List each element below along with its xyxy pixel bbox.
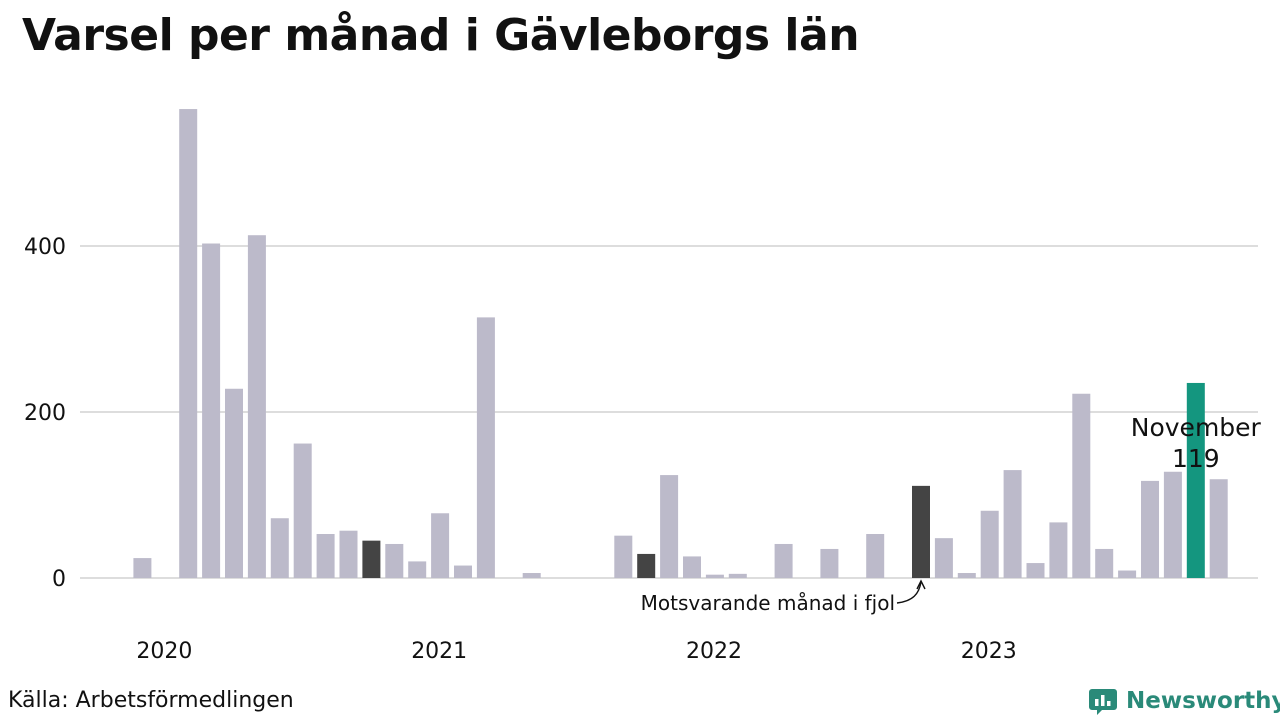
bar-2022-05 bbox=[774, 543, 793, 578]
bar-2023-02 bbox=[980, 510, 999, 578]
bar-2023-10 bbox=[1163, 471, 1182, 578]
bar-2023-06 bbox=[1072, 393, 1091, 578]
comparison-arrow bbox=[896, 581, 922, 604]
bar-2023-08 bbox=[1118, 570, 1137, 578]
x-tick-label-2020: 2020 bbox=[136, 639, 192, 664]
newsworthy-logo-icon bbox=[1089, 689, 1117, 715]
y-tick-label: 400 bbox=[24, 235, 66, 260]
bar-2023-11 bbox=[1186, 382, 1205, 578]
bar-2020-03 bbox=[179, 109, 198, 579]
bar-2023-01 bbox=[957, 573, 976, 578]
comparison-arrowhead bbox=[916, 579, 926, 590]
bar-2023-09 bbox=[1141, 480, 1159, 578]
bar-2020-09 bbox=[316, 534, 335, 578]
bar-2021-02 bbox=[431, 513, 450, 578]
bar-2020-07 bbox=[270, 518, 289, 578]
x-tick-label-2023: 2023 bbox=[961, 639, 1017, 664]
bar-2020-05 bbox=[225, 388, 243, 578]
bar-2021-10 bbox=[614, 535, 633, 578]
bar-undefined bbox=[1209, 479, 1228, 578]
bar-2020-01 bbox=[133, 558, 152, 578]
x-tick-label-2022: 2022 bbox=[686, 639, 742, 664]
bar-2022-12 bbox=[934, 538, 953, 578]
y-tick-label: 200 bbox=[24, 401, 66, 426]
bar-2022-11 bbox=[912, 485, 930, 578]
bar-2022-01 bbox=[683, 556, 701, 578]
bar-2021-04 bbox=[476, 317, 495, 578]
bar-2021-03 bbox=[454, 565, 472, 578]
bar-2020-06 bbox=[247, 235, 266, 578]
newsworthy-brand: Newsworthy bbox=[1088, 684, 1280, 718]
x-tick-label-2021: 2021 bbox=[411, 639, 467, 664]
bar-2020-12 bbox=[385, 543, 404, 578]
brand-name: Newsworthy bbox=[1126, 688, 1280, 714]
bar-2021-11 bbox=[637, 553, 656, 578]
bar-2020-08 bbox=[293, 443, 312, 578]
bar-2022-02 bbox=[705, 574, 724, 578]
bar-2022-03 bbox=[728, 573, 747, 578]
bar-2023-05 bbox=[1049, 522, 1068, 578]
bar-2022-07 bbox=[820, 548, 839, 578]
comparison-note: Motsvarande månad i fjol bbox=[641, 591, 895, 615]
source-note: Källa: Arbetsförmedlingen bbox=[8, 688, 294, 713]
current-month-label: November bbox=[1131, 413, 1262, 442]
current-value-label: 119 bbox=[1172, 444, 1220, 473]
bar-2023-04 bbox=[1026, 563, 1045, 578]
bar-2021-06 bbox=[522, 573, 541, 578]
bar-2021-12 bbox=[660, 475, 679, 578]
chart-title: Varsel per månad i Gävleborgs län bbox=[22, 10, 860, 61]
bar-2020-10 bbox=[339, 530, 358, 578]
bar-2022-09 bbox=[866, 534, 885, 578]
bar-2023-07 bbox=[1095, 548, 1114, 578]
y-tick-label: 0 bbox=[52, 567, 66, 592]
bar-2021-01 bbox=[408, 561, 427, 578]
bar-2020-11 bbox=[362, 540, 381, 578]
bar-2020-04 bbox=[202, 243, 221, 578]
bar-2023-03 bbox=[1003, 470, 1022, 578]
